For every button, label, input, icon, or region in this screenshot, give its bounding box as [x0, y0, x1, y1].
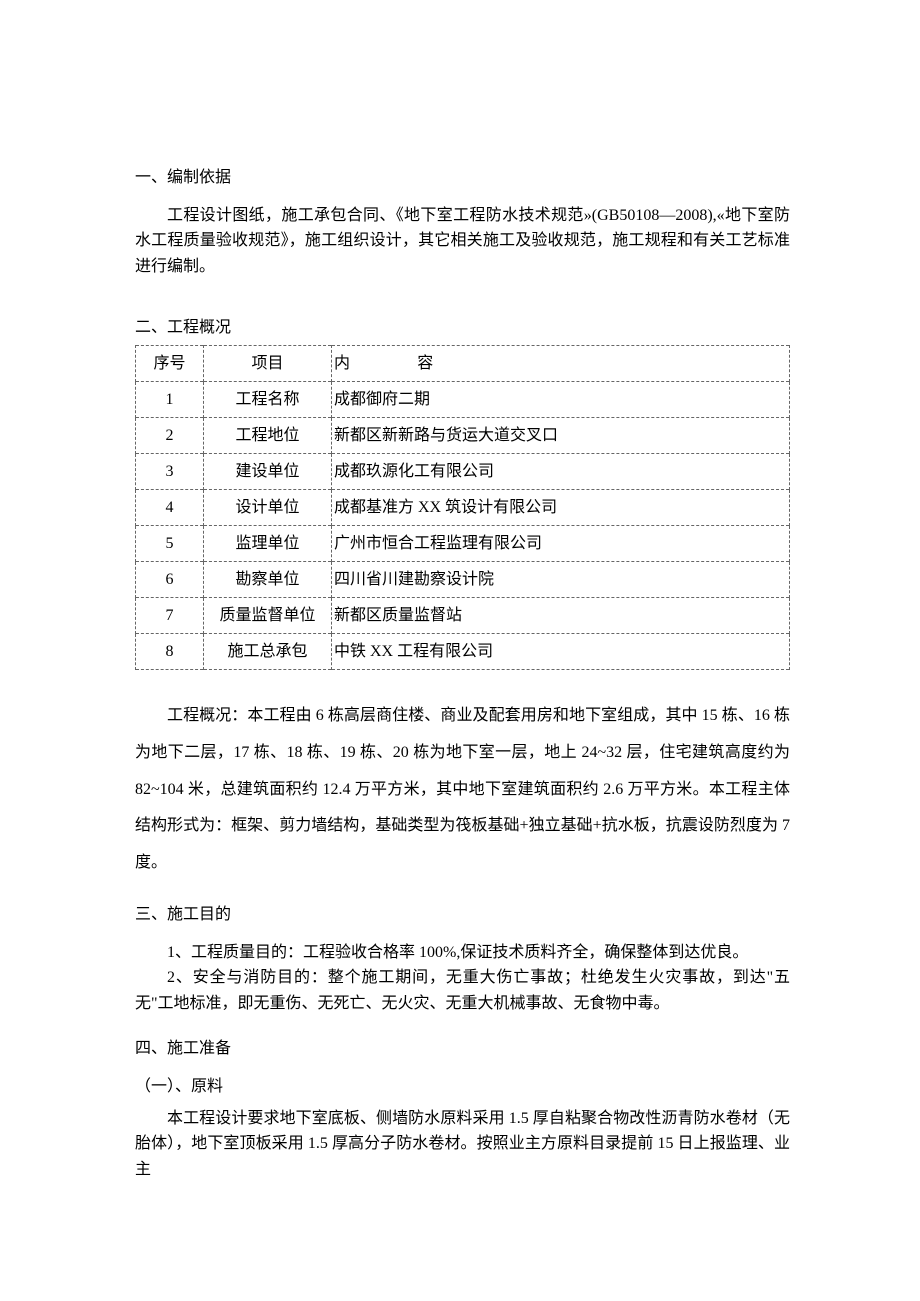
- cell-content: 新都区质量监督站: [332, 597, 790, 633]
- table-row: 7 质量监督单位 新都区质量监督站: [136, 597, 790, 633]
- cell-seq: 2: [136, 417, 204, 453]
- section-4-paragraph: 本工程设计要求地下室底板、侧墙防水原料采用 1.5 厚自粘聚合物改性沥青防水卷材…: [135, 1106, 790, 1183]
- cell-content: 中铁 XX 工程有限公司: [332, 633, 790, 669]
- cell-content: 新都区新新路与货运大道交叉口: [332, 417, 790, 453]
- cell-item: 建设单位: [204, 453, 332, 489]
- cell-seq: 4: [136, 489, 204, 525]
- th-content: 内容: [332, 345, 790, 381]
- section-3-item-2: 2、安全与消防目的：整个施工期间，无重大伤亡事故；杜绝发生火灾事故，到达"五无"…: [135, 965, 790, 1016]
- section-2-heading: 二、工程概况: [135, 315, 790, 341]
- cell-item: 勘察单位: [204, 561, 332, 597]
- cell-seq: 5: [136, 525, 204, 561]
- cell-content: 成都玖源化工有限公司: [332, 453, 790, 489]
- table-row: 1 工程名称 成都御府二期: [136, 381, 790, 417]
- section-1-heading: 一、编制依据: [135, 165, 790, 191]
- cell-item: 设计单位: [204, 489, 332, 525]
- cell-item: 工程名称: [204, 381, 332, 417]
- section-3-heading: 三、施工目的: [135, 902, 790, 928]
- table-row: 8 施工总承包 中铁 XX 工程有限公司: [136, 633, 790, 669]
- cell-item: 工程地位: [204, 417, 332, 453]
- cell-item: 质量监督单位: [204, 597, 332, 633]
- section-4-heading: 四、施工准备: [135, 1036, 790, 1062]
- th-seq: 序号: [136, 345, 204, 381]
- cell-content: 广州市恒合工程监理有限公司: [332, 525, 790, 561]
- cell-seq: 7: [136, 597, 204, 633]
- table-row: 2 工程地位 新都区新新路与货运大道交叉口: [136, 417, 790, 453]
- cell-content: 成都基准方 XX 筑设计有限公司: [332, 489, 790, 525]
- project-overview-paragraph: 工程概况：本工程由 6 栋高层商住楼、商业及配套用房和地下室组成，其中 15 栋…: [135, 698, 790, 882]
- section-1-paragraph: 工程设计图纸，施工承包合同、《地下室工程防水技术规范»(GB50108—2008…: [135, 203, 790, 280]
- cell-seq: 1: [136, 381, 204, 417]
- project-info-table: 序号 项目 内容 1 工程名称 成都御府二期 2 工程地位 新都区新新路与货运大…: [135, 345, 790, 670]
- cell-seq: 3: [136, 453, 204, 489]
- table-row: 6 勘察单位 四川省川建勘察设计院: [136, 561, 790, 597]
- cell-seq: 6: [136, 561, 204, 597]
- cell-content: 四川省川建勘察设计院: [332, 561, 790, 597]
- table-row: 4 设计单位 成都基准方 XX 筑设计有限公司: [136, 489, 790, 525]
- section-3-item-1: 1、工程质量目的：工程验收合格率 100%,保证技术质料齐全，确保整体到达优良。: [135, 940, 790, 966]
- table-row: 5 监理单位 广州市恒合工程监理有限公司: [136, 525, 790, 561]
- cell-content: 成都御府二期: [332, 381, 790, 417]
- th-item: 项目: [204, 345, 332, 381]
- table-row: 3 建设单位 成都玖源化工有限公司: [136, 453, 790, 489]
- cell-seq: 8: [136, 633, 204, 669]
- cell-item: 施工总承包: [204, 633, 332, 669]
- cell-item: 监理单位: [204, 525, 332, 561]
- table-header-row: 序号 项目 内容: [136, 345, 790, 381]
- section-4-subheading: （一）、原料: [135, 1074, 790, 1100]
